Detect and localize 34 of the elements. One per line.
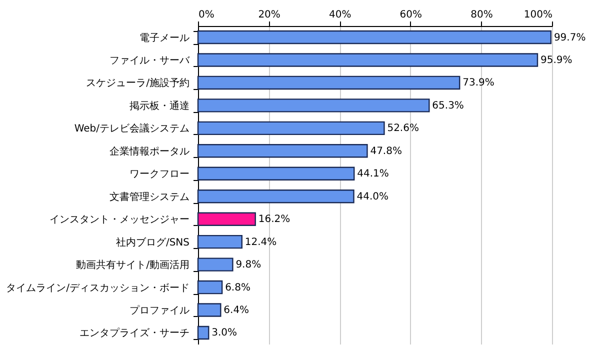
data-label: 12.4% (244, 236, 277, 248)
y-tick-label: エンタプライズ・サーチ (80, 327, 190, 340)
y-tick-label: ファイル・サーバ (110, 55, 190, 66)
y-tick-label: Web/テレビ会議システム (74, 122, 190, 135)
y-tick-label: 動画共有サイト/動画活用 (76, 259, 190, 272)
y-tick-label: インスタント・メッセンジャー (50, 214, 190, 226)
data-label: 6.8% (225, 282, 250, 294)
data-label: 9.8% (236, 260, 262, 271)
x-tick-label: 100% (524, 10, 552, 20)
data-label: 73.9% (462, 78, 494, 89)
data-label: 65.3% (432, 100, 464, 112)
data-label: 3.0% (212, 328, 238, 339)
x-tick-label: 20% (258, 10, 280, 20)
data-label: 52.6% (387, 123, 419, 134)
data-label: 44.0% (356, 191, 389, 202)
y-tick-label: 社内ブログ/SNS (116, 236, 190, 248)
data-label: 6.4% (224, 305, 250, 316)
y-tick-label: 電子メール (140, 32, 190, 44)
data-label: 44.1% (357, 168, 389, 180)
data-label: 47.8% (370, 146, 402, 157)
y-tick-label: プロファイル (130, 304, 190, 317)
data-label: 99.7% (554, 32, 586, 44)
y-tick-label: スケジューラ/施設予約 (86, 77, 190, 90)
y-tick-label: 掲示板・通達 (130, 100, 190, 112)
y-tick-label: 企業情報ポータル (110, 145, 190, 158)
data-label: 16.2% (258, 214, 290, 226)
x-tick-label: 0% (198, 10, 214, 20)
x-tick-label: 40% (328, 10, 352, 20)
data-label: 95.9% (540, 54, 572, 66)
y-tick-label: ワークフロー (130, 169, 190, 180)
x-tick-label: 60% (400, 10, 422, 20)
x-tick-label: 80% (470, 10, 493, 20)
y-tick-label: タイムライン/ディスカッション・ボード (6, 282, 190, 294)
y-tick-label: 文書管理システム (110, 190, 190, 203)
